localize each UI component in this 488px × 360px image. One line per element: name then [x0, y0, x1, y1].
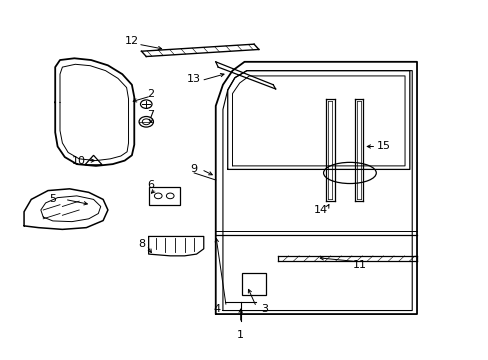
Text: 2: 2 [147, 89, 154, 99]
Text: 12: 12 [124, 36, 139, 46]
Bar [148, 187, 180, 205]
Text: 11: 11 [352, 260, 366, 270]
Text: 3: 3 [261, 304, 268, 314]
Text: 7: 7 [147, 110, 154, 120]
Text: 6: 6 [147, 180, 154, 190]
Text: 1: 1 [237, 330, 244, 340]
Text: 9: 9 [190, 165, 197, 174]
Text: 14: 14 [313, 205, 327, 215]
Text: 10: 10 [72, 156, 86, 166]
Text: 15: 15 [376, 141, 390, 152]
Text: 4: 4 [213, 304, 220, 314]
Text: 5: 5 [49, 194, 56, 204]
Text: 13: 13 [187, 75, 201, 85]
Bar [242, 274, 265, 294]
Text: 8: 8 [138, 239, 145, 248]
